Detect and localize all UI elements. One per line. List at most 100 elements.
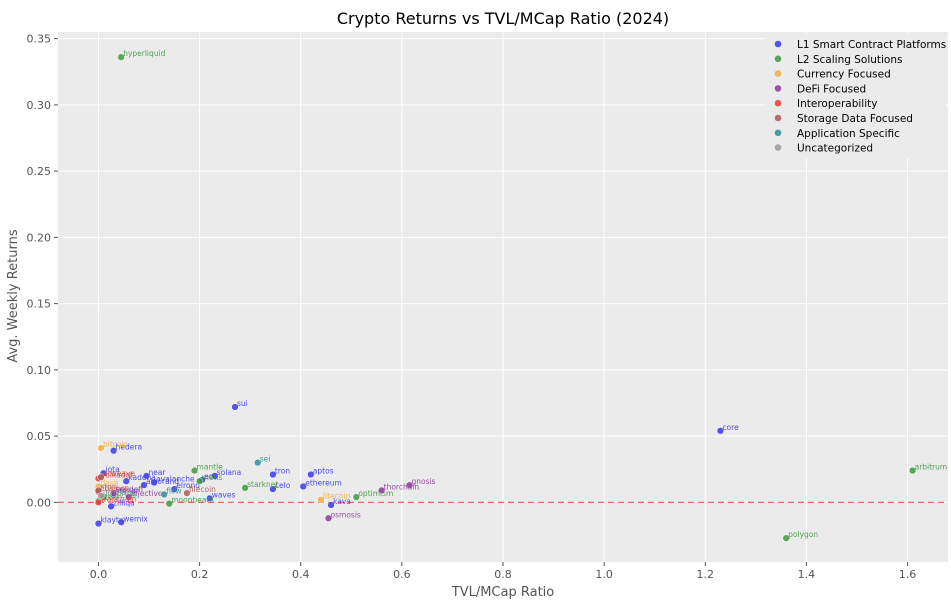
data-point: [122, 477, 130, 485]
x-tick-label: 0.8: [494, 568, 512, 581]
data-point: [231, 403, 239, 411]
data-point: [317, 496, 325, 504]
data-point-label: flow: [166, 486, 181, 495]
data-point-label: storj: [100, 482, 117, 491]
data-point-label: wanchain: [100, 494, 136, 503]
data-point: [254, 458, 262, 467]
data-point-label: core: [722, 423, 739, 432]
data-point-label: zilliqa: [113, 498, 135, 507]
legend-marker: [774, 114, 782, 122]
legend-entry-label: Interoperability: [797, 98, 877, 110]
data-point: [109, 447, 118, 455]
data-point-label: eos: [204, 472, 217, 481]
y-tick-label: 0.35: [27, 33, 52, 46]
legend-marker: [774, 70, 782, 77]
data-point-label: polkadot: [100, 471, 133, 480]
data-point-label: others: [103, 488, 127, 497]
legend-box: [765, 34, 946, 158]
data-point-label: celo: [275, 481, 291, 490]
y-tick-label: 0.25: [27, 165, 52, 178]
legend-marker: [774, 129, 782, 137]
data-point-label: sei: [260, 455, 271, 464]
x-tick-label: 1.0: [595, 568, 613, 581]
legend-marker: [774, 99, 782, 107]
y-tick-label: 0.20: [27, 231, 52, 244]
data-point: [94, 519, 103, 528]
data-point: [107, 502, 115, 511]
legend: L1 Smart Contract Platforms L2 Scaling So…: [765, 34, 946, 158]
data-point-label: cosmos: [100, 484, 129, 493]
data-point-label: kava: [333, 497, 351, 506]
data-point-label: loopring: [106, 489, 137, 498]
data-point: [269, 485, 277, 493]
data-point-label: osmosis: [331, 510, 361, 519]
data-point: [183, 489, 191, 497]
x-tick-label: 1.6: [899, 568, 917, 581]
y-tick-label: 0.15: [27, 298, 52, 311]
data-point-label: stellar: [116, 486, 140, 495]
data-points: sui core hedera solana tron aptos ethereum celo…: [94, 49, 948, 542]
data-point-label: optimism: [358, 489, 393, 498]
data-point: [405, 481, 414, 489]
y-tick-label: 0.05: [27, 430, 52, 443]
data-point: [97, 473, 105, 481]
x-tick-label: 1.2: [697, 568, 715, 581]
data-point-label: mantle: [197, 463, 224, 472]
data-point: [269, 470, 277, 479]
data-point-label: elrond: [176, 481, 200, 490]
data-point-label: thorchain: [384, 482, 420, 491]
x-tick-label: 0.6: [393, 568, 411, 581]
data-point-label: ethereum: [305, 478, 342, 487]
data-point-label: starknet: [247, 480, 278, 489]
data-point: [125, 493, 133, 501]
data-point-label: solana: [217, 468, 242, 477]
data-point-label: near: [148, 468, 166, 477]
data-point: [190, 466, 199, 475]
data-point: [299, 482, 307, 491]
data-point: [160, 490, 168, 499]
legend-entry-label: L2 Scaling Solutions: [797, 54, 902, 66]
x-tick-label: 1.4: [798, 568, 816, 581]
data-point: [97, 444, 105, 452]
data-point-label: aptos: [313, 467, 334, 476]
data-point-label: metis: [202, 473, 223, 482]
data-point-label: dash: [100, 478, 118, 487]
legend-marker: [774, 40, 782, 48]
data-point-label: hyperliquid: [123, 49, 165, 58]
legend-entry-label: Uncategorized: [797, 143, 873, 155]
data-point: [211, 472, 219, 480]
data-point-label: injective: [131, 489, 163, 498]
data-point: [117, 518, 125, 526]
data-point-label: tron: [275, 467, 290, 476]
data-point: [324, 514, 333, 522]
data-point: [109, 489, 118, 497]
y-tick-label: 0.10: [27, 364, 52, 377]
data-point-label: boba: [100, 493, 119, 502]
legend-entry-label: DeFi Focused: [797, 83, 866, 95]
data-point-label: wemix: [123, 514, 148, 523]
y-tick-label: 0.30: [27, 99, 52, 112]
data-point-label: sei-defi: [116, 485, 144, 494]
data-point: [352, 493, 361, 501]
data-point-label: hedera: [116, 443, 142, 452]
data-point-label: polygon: [788, 530, 818, 539]
x-axis-ticks: 0.0 0.2 0.4 0.6 0.8 1.0 1.2 1.4 1.6: [90, 562, 917, 581]
chart-title: Crypto Returns vs TVL/MCap Ratio (2024): [337, 9, 669, 28]
data-point: [782, 534, 790, 542]
y-tick-label: 0.00: [27, 496, 52, 509]
x-tick-label: 0.2: [191, 568, 209, 581]
legend-marker: [774, 85, 782, 92]
data-point: [206, 494, 214, 503]
data-point: [140, 481, 148, 489]
data-point-label: gnosis: [411, 477, 435, 486]
legend-marker: [774, 55, 782, 63]
data-point: [170, 485, 178, 493]
data-point-label: avalanche: [156, 475, 195, 484]
legend-marker: [774, 144, 782, 151]
data-point-label: arbitrum: [915, 463, 948, 472]
x-tick-label: 0.0: [90, 568, 108, 581]
data-point: [142, 472, 151, 480]
data-point: [307, 470, 315, 479]
data-point-label: arweave: [103, 469, 135, 478]
data-point: [165, 500, 173, 508]
